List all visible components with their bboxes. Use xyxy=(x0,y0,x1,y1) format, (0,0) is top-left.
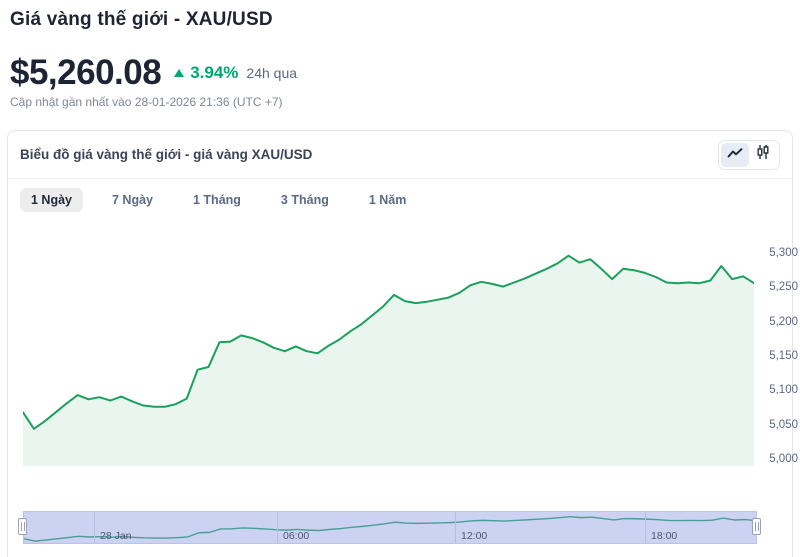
last-updated-text: Cập nhật gần nhất vào 28-01-2026 21:36 (… xyxy=(10,95,283,109)
nav-time-label: 18:00 xyxy=(651,530,678,542)
time-range-tabs: 1 Ngày 7 Ngày 1 Tháng 3 Tháng 1 Năm xyxy=(8,179,792,221)
navigator-left-handle[interactable] xyxy=(18,518,27,535)
candlestick-chart-icon xyxy=(756,144,770,165)
candlestick-chart-toggle-button[interactable] xyxy=(749,143,777,167)
range-tab-3-thang[interactable]: 3 Tháng xyxy=(280,193,329,207)
line-chart-icon xyxy=(727,146,743,164)
chart-type-toggle xyxy=(718,139,780,170)
nav-time-label: 28 Jan xyxy=(100,530,132,542)
range-tab-1-thang[interactable]: 1 Tháng xyxy=(193,193,241,207)
range-tab-7-ngay[interactable]: 7 Ngày xyxy=(112,193,153,207)
nav-gridline xyxy=(645,512,646,543)
chart-card: Biểu đồ giá vàng thế giới - giá vàng XAU… xyxy=(7,130,798,557)
page-title: Giá vàng thế giới - XAU/USD xyxy=(10,9,273,30)
navigator-right-handle[interactable] xyxy=(752,518,761,535)
nav-gridline xyxy=(277,512,278,543)
nav-time-label: 12:00 xyxy=(461,530,488,542)
chart-title: Biểu đồ giá vàng thế giới - giá vàng XAU… xyxy=(20,147,313,162)
nav-time-label: 06:00 xyxy=(283,530,310,542)
price-block: $5,260.08 3.94% 24h qua xyxy=(10,53,297,93)
line-chart-toggle-button[interactable] xyxy=(721,142,749,167)
y-axis-label: 5,300 xyxy=(769,247,798,259)
price-change-percent: 3.94% xyxy=(190,63,239,82)
y-axis-label: 5,200 xyxy=(769,316,798,328)
range-tab-1-nam[interactable]: 1 Năm xyxy=(368,193,407,207)
y-axis-label: 5,150 xyxy=(769,350,798,362)
y-axis-label: 5,100 xyxy=(769,384,798,396)
navigator-mini-chart xyxy=(24,515,756,542)
y-axis-label: 5,000 xyxy=(769,453,798,465)
y-axis-label: 5,050 xyxy=(769,419,798,431)
current-price: $5,260.08 xyxy=(10,53,162,92)
y-axis-label: 5,250 xyxy=(769,281,798,293)
nav-gridline xyxy=(455,512,456,543)
change-period-label: 24h qua xyxy=(246,65,298,81)
chart-navigator[interactable]: 28 Jan 06:00 12:00 18:00 xyxy=(23,511,757,544)
chart-card-header: Biểu đồ giá vàng thế giới - giá vàng XAU… xyxy=(8,131,792,178)
arrow-up-icon xyxy=(174,69,185,77)
price-area-chart[interactable] xyxy=(23,219,754,469)
nav-gridline xyxy=(94,512,95,543)
header-divider xyxy=(8,178,792,179)
range-tab-1-ngay[interactable]: 1 Ngày xyxy=(20,188,83,212)
